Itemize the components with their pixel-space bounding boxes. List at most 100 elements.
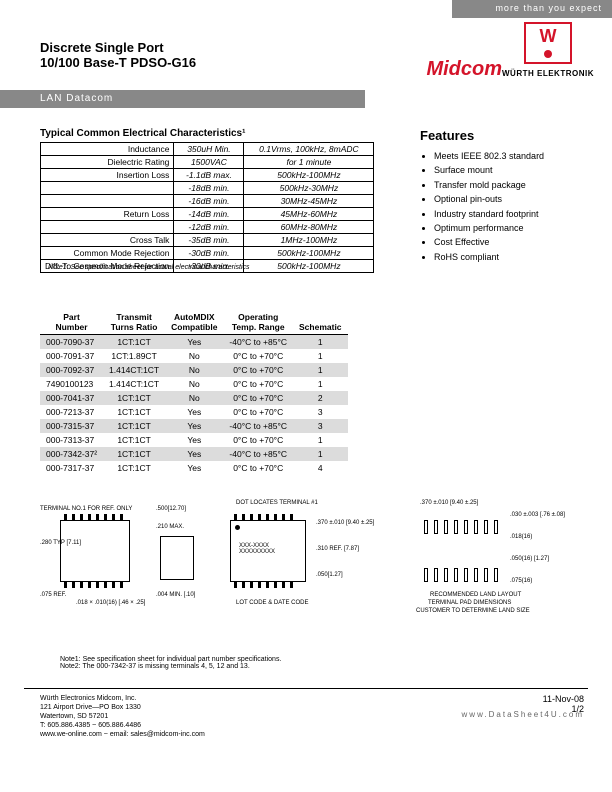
table-row: Insertion Loss-1.1dB max.500kHz-100MHz (41, 169, 374, 182)
pad-icon (434, 520, 438, 534)
table-row: Dielectric Rating1500VACfor 1 minute (41, 156, 374, 169)
pad-icon (454, 568, 458, 582)
pad-icon (454, 520, 458, 534)
dim-050b: .050(16) [1.27] (510, 556, 549, 562)
pad-note3: CUSTOMER TO DETERMINE LAND SIZE (416, 608, 530, 614)
pin-icon (282, 514, 285, 520)
list-item: Industry standard footprint (434, 207, 544, 221)
title-line1: Discrete Single Port (40, 40, 196, 55)
table-row: 000-7041-371CT:1CTNo0°C to +70°C2 (40, 391, 348, 405)
pin-icon (234, 514, 237, 520)
footer-address: Würth Electronics Midcom, Inc. 121 Airpo… (40, 694, 205, 739)
title-block: Discrete Single Port 10/100 Base-T PDSO-… (40, 40, 196, 70)
pkg-land-pattern (420, 520, 540, 582)
pin-icon (266, 514, 269, 520)
dim-lotdate: LOT CODE & DATE CODE (236, 600, 308, 606)
tagline-bar: more than you expect (452, 0, 612, 18)
pin-icon (96, 514, 99, 520)
pin-icon (242, 582, 245, 588)
pin-icon (266, 582, 269, 588)
table-row: 000-7092-371.414CT:1CTNo0°C to +70°C1 (40, 363, 348, 377)
pad-icon (474, 568, 478, 582)
pin-icon (72, 514, 75, 520)
pin-icon (242, 514, 245, 520)
list-item: Cost Effective (434, 235, 544, 249)
list-item: Optional pin-outs (434, 192, 544, 206)
list-item: Surface mount (434, 163, 544, 177)
pad-icon (484, 520, 488, 534)
midcom-logo: Midcom (426, 58, 502, 81)
pin-icon (112, 514, 115, 520)
pin-icon (88, 582, 91, 588)
pin-icon (258, 582, 261, 588)
pin-icon (64, 514, 67, 520)
pad-icon (424, 520, 428, 534)
pad-note2: TERMINAL PAD DIMENSIONS (428, 600, 511, 606)
dim-500: .500[12.70] (156, 506, 186, 512)
features-block: Features Meets IEEE 802.3 standardSurfac… (420, 128, 544, 264)
characteristics-table: Inductance350uH Min.0.1Vrms, 100kHz, 8mA… (40, 142, 374, 273)
pad-icon (474, 520, 478, 534)
pkg-side-view (160, 536, 194, 580)
pin1-dot-icon (235, 525, 240, 530)
pin-icon (120, 514, 123, 520)
pad-icon (464, 568, 468, 582)
dim-370b: .370 ±.010 [9.40 ±.25] (420, 500, 478, 506)
pad-icon (434, 568, 438, 582)
wuerth-logo: W WÜRTH ELEKTRONIK (502, 22, 594, 78)
col-partnum: PartNumber (40, 310, 103, 335)
pkg-top-view (60, 520, 130, 582)
dim-dot-locates: DOT LOCATES TERMINAL #1 (236, 500, 318, 506)
features-list: Meets IEEE 802.3 standardSurface mountTr… (420, 149, 544, 264)
features-heading: Features (420, 128, 544, 143)
pin-icon (80, 582, 83, 588)
dim-075b: .075(16) (510, 578, 532, 584)
pin-icon (80, 514, 83, 520)
pin-icon (72, 582, 75, 588)
datasheet4u-watermark: www.DataSheet4U.com (462, 710, 584, 719)
table-row: 000-7313-371CT:1CTYes0°C to +70°C1 (40, 433, 348, 447)
dim-018x010: .018 × .010(16) [.46 × .25] (76, 600, 145, 606)
table-row: Common Mode Rejection-30dB min.500kHz-10… (41, 247, 374, 260)
pin-icon (250, 514, 253, 520)
dim-030: .030 ±.003 [.76 ±.08] (510, 512, 565, 518)
logo-dot-icon (544, 50, 552, 58)
pad-icon (494, 520, 498, 534)
pin-icon (258, 514, 261, 520)
dim-075: .075 REF. (40, 592, 66, 598)
table-row: Inductance350uH Min.0.1Vrms, 100kHz, 8mA… (41, 143, 374, 156)
pin-icon (234, 582, 237, 588)
list-item: RoHS compliant (434, 250, 544, 264)
table-row: 000-7091-371CT:1.89CTNo0°C to +70°C1 (40, 349, 348, 363)
list-item: Meets IEEE 802.3 standard (434, 149, 544, 163)
pin-icon (96, 582, 99, 588)
dim-004: .004 MIN. [.10] (156, 592, 195, 598)
table-row: 000-7317-371CT:1CTYes0°C to +70°C4 (40, 461, 348, 475)
characteristics-heading: Typical Common Electrical Characteristic… (40, 128, 245, 139)
brand-text: WÜRTH ELEKTRONIK (502, 69, 594, 78)
table-row: Return Loss-14dB min.45MHz-60MHz (41, 208, 374, 221)
pad-icon (444, 568, 448, 582)
dim-050: .050[1.27] (316, 572, 343, 578)
pin-icon (120, 582, 123, 588)
title-line2: 10/100 Base-T PDSO-G16 (40, 55, 196, 70)
table-row: -18dB min.500kHz-30MHz (41, 182, 374, 195)
footer-divider (24, 688, 588, 689)
logo-w-icon: W (540, 26, 557, 47)
list-item: Transfer mold package (434, 178, 544, 192)
dim-018: .018(16) (510, 534, 532, 540)
dim-370: .370 ±.010 [9.40 ±.25] (316, 520, 374, 526)
pin-icon (290, 514, 293, 520)
pin-icon (250, 582, 253, 588)
pin-icon (282, 582, 285, 588)
table-row: 74901001231.414CT:1CTNo0°C to +70°C1 (40, 377, 348, 391)
parts-table: PartNumber TransmitTurns Ratio AutoMDIXC… (40, 310, 348, 475)
pin-icon (274, 582, 277, 588)
category-band: LAN Datacom (0, 90, 365, 108)
pkg-label-view: XXX-XXXXXXXXXXXXX (230, 520, 306, 582)
pin-icon (112, 582, 115, 588)
logo-box: W (524, 22, 572, 64)
pad-icon (444, 520, 448, 534)
table-row: -12dB min.60MHz-80MHz (41, 221, 374, 234)
pad-icon (464, 520, 468, 534)
